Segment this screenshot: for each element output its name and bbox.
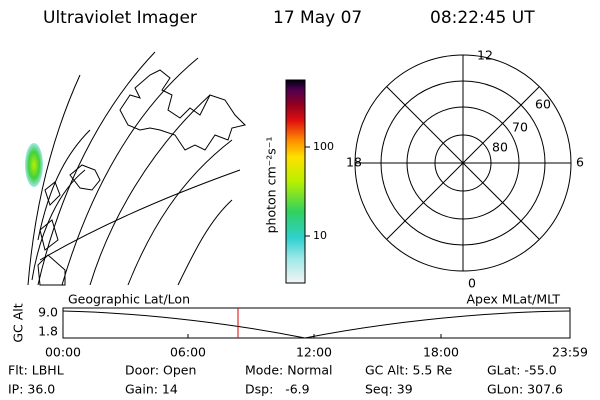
- coast: [69, 164, 101, 191]
- date: 17 May 07: [273, 8, 362, 28]
- lat-label: 80: [492, 140, 508, 155]
- coast: [44, 181, 61, 206]
- footer: Flt: LBHL Door: Open Mode: Normal GC Alt: 5…: [8, 363, 563, 397]
- footer-field: Mode: Normal: [245, 363, 332, 378]
- colorbar-label: photon cm⁻²s⁻¹: [264, 137, 279, 234]
- strip-x-tick-label: 06:00: [170, 345, 206, 360]
- time: 08:22:45 UT: [430, 8, 535, 28]
- footer-field: Flt: LBHL: [8, 363, 64, 378]
- aurora-emission: [25, 143, 43, 187]
- coast: [37, 254, 66, 286]
- footer-field: Gain: 14: [125, 382, 178, 397]
- colorbar: [285, 79, 306, 284]
- parallel: [39, 169, 241, 261]
- strip-x-tick-label: 12:00: [296, 345, 332, 360]
- meridian: [27, 74, 81, 286]
- altitude-curve: [62, 310, 571, 339]
- polar-grid: [354, 54, 572, 272]
- footer-field: Dsp: -6.9: [245, 382, 310, 397]
- strip-y-tick-label: 1.8: [38, 324, 58, 339]
- strip-left-title: Geographic Lat/Lon: [68, 292, 190, 307]
- lat-label: 70: [512, 120, 528, 135]
- mlt-label: 18: [346, 155, 362, 170]
- lat-label: 60: [535, 97, 551, 112]
- footer-field: GLon: 307.6: [487, 382, 563, 397]
- colorbar-tick-label: 100: [313, 140, 334, 153]
- strip-x-tick-label: 00:00: [45, 345, 81, 360]
- strip-y-tick-label: 9.0: [38, 305, 58, 320]
- meridian: [177, 199, 233, 286]
- footer-field: Seq: 39: [365, 382, 413, 397]
- meridian: [61, 57, 199, 286]
- parallel: [37, 129, 91, 241]
- meridian: [37, 51, 156, 286]
- strip-x-tick-label: 23:59: [552, 345, 588, 360]
- spoke: [386, 86, 540, 240]
- strip-x-ticks: [187, 334, 442, 338]
- footer-field: GLat: -55.0: [487, 363, 557, 378]
- mlt-label: 6: [576, 155, 584, 170]
- strip-right-title: Apex MLat/MLT: [466, 292, 560, 307]
- parallel: [31, 169, 86, 281]
- meridian: [127, 139, 233, 286]
- strip-frame: [62, 307, 571, 339]
- colorbar-tick-label: 10: [313, 229, 327, 242]
- map: [25, 51, 246, 286]
- mlt-label: 12: [477, 48, 493, 63]
- footer-field: GC Alt: 5.5 Re: [365, 363, 452, 378]
- footer-field: IP: 36.0: [8, 382, 55, 397]
- coast: [39, 219, 59, 251]
- footer-field: Door: Open: [125, 363, 196, 378]
- meridian: [89, 94, 211, 286]
- strip-x-tick-label: 18:00: [423, 345, 459, 360]
- strip-y-label: GC Alt: [11, 303, 26, 342]
- title: Ultraviolet Imager: [43, 8, 197, 28]
- mlt-label: 0: [468, 276, 476, 291]
- coast: [119, 69, 246, 151]
